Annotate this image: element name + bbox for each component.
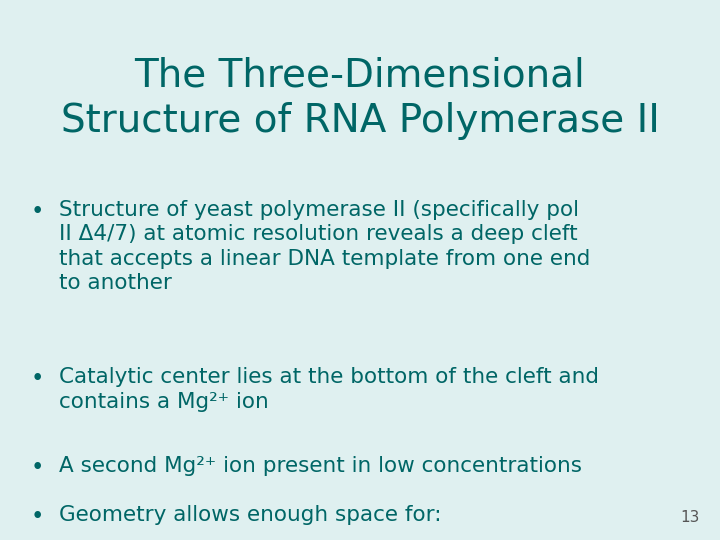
- Text: A second Mg²⁺ ion present in low concentrations: A second Mg²⁺ ion present in low concent…: [59, 456, 582, 476]
- Text: •: •: [30, 505, 44, 528]
- Text: Geometry allows enough space for:: Geometry allows enough space for:: [59, 505, 441, 525]
- Text: The Three-Dimensional
Structure of RNA Polymerase II: The Three-Dimensional Structure of RNA P…: [60, 57, 660, 140]
- Text: •: •: [30, 367, 44, 390]
- Text: Catalytic center lies at the bottom of the cleft and
contains a Mg²⁺ ion: Catalytic center lies at the bottom of t…: [59, 367, 599, 411]
- Text: 13: 13: [680, 510, 700, 525]
- Text: •: •: [30, 456, 44, 479]
- Text: •: •: [30, 200, 44, 223]
- Text: Structure of yeast polymerase II (specifically pol
II Δ4/7) at atomic resolution: Structure of yeast polymerase II (specif…: [59, 200, 590, 293]
